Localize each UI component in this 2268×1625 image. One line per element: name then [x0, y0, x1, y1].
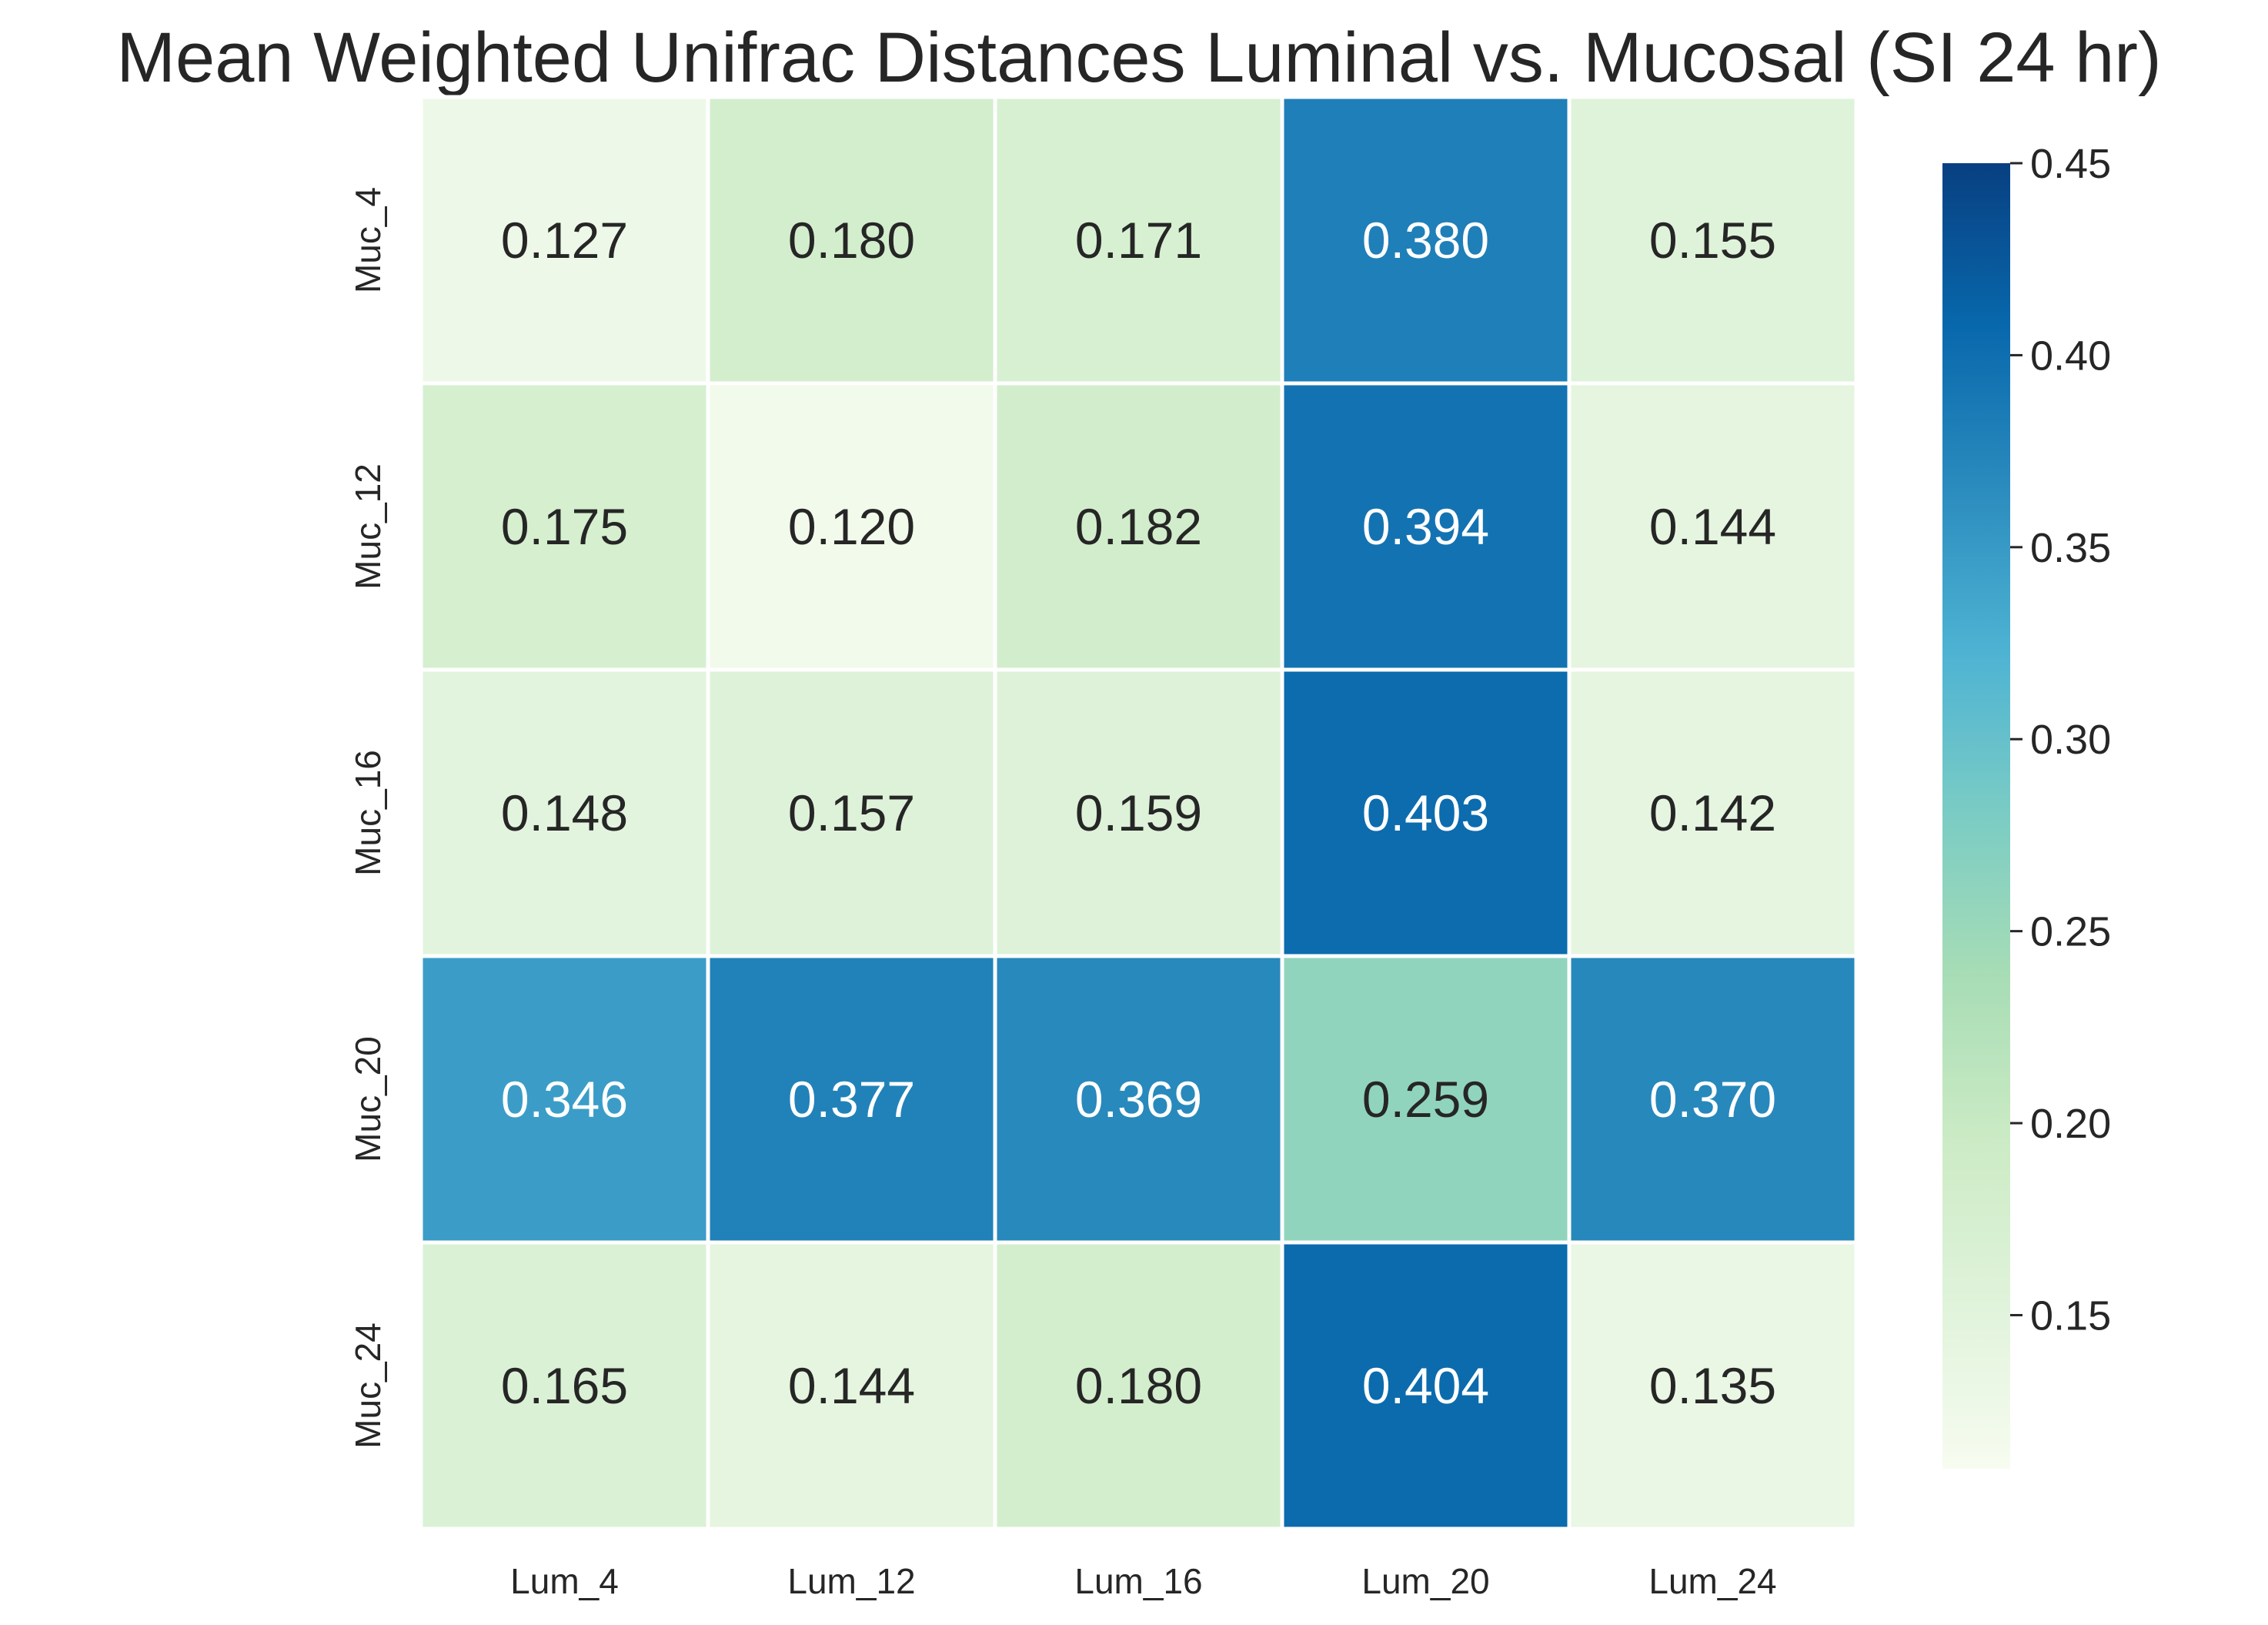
heatmap-cell-Muc_20-Lum_12: [706, 954, 997, 1245]
colorbar-gradient: [1942, 163, 2010, 1469]
cell-value-label: 0.369: [1075, 1071, 1202, 1128]
cell-value-label: 0.135: [1649, 1357, 1776, 1414]
colorbar-ticks: 0.15 0.20 0.25 0.30 0.35 0.40 0.45: [2010, 141, 2111, 1339]
heatmap-cell-Muc_20-Lum_20: [1280, 954, 1572, 1245]
heatmap-cell-Muc_12-Lum_4: [419, 381, 710, 672]
heatmap-cell-Muc_24-Lum_12: [706, 1240, 997, 1531]
heatmap-cell-Muc_4-Lum_4: [419, 95, 710, 386]
heatmap-cell-Muc_16-Lum_12: [706, 667, 997, 958]
cell-value-label: 0.175: [501, 498, 628, 555]
x-tick-label: Lum_4: [510, 1561, 619, 1601]
x-tick-label: Lum_24: [1648, 1561, 1776, 1601]
cell-value-label: 0.127: [501, 212, 628, 269]
heatmap-cell-Muc_4-Lum_20: [1280, 95, 1572, 386]
colorbar: 0.15 0.20 0.25 0.30 0.35 0.40 0.45: [1942, 141, 2111, 1469]
heatmap-cell-Muc_20-Lum_24: [1567, 954, 1859, 1245]
colorbar-tick-label: 0.40: [2030, 333, 2111, 379]
heatmap-cell-Muc_24-Lum_4: [419, 1240, 710, 1531]
cell-value-label: 0.180: [788, 212, 915, 269]
heatmap-cell-Muc_4-Lum_12: [706, 95, 997, 386]
cell-value-label: 0.180: [1075, 1357, 1202, 1414]
x-tick-label: Lum_20: [1361, 1561, 1489, 1601]
chart-title: Mean Weighted Unifrac Distances Luminal …: [116, 18, 2161, 97]
y-tick-label: Muc_16: [348, 750, 388, 876]
heatmap-cell-Muc_4-Lum_16: [993, 95, 1284, 386]
heatmap-cell-Muc_20-Lum_16: [993, 954, 1284, 1245]
cell-value-label: 0.142: [1649, 784, 1776, 841]
heatmap-cell-Muc_12-Lum_16: [993, 381, 1284, 672]
cell-value-label: 0.148: [501, 784, 628, 841]
heatmap-cell-Muc_16-Lum_20: [1280, 667, 1572, 958]
cell-value-label: 0.157: [788, 784, 915, 841]
y-tick-label: Muc_4: [348, 187, 388, 293]
heatmap-cell-Muc_4-Lum_24: [1567, 95, 1859, 386]
heatmap-cell-labels: 0.127 0.180 0.171 0.380 0.155 0.175 0.120 0.182…: [501, 212, 1776, 1414]
colorbar-tick-label: 0.30: [2030, 717, 2111, 763]
cell-value-label: 0.259: [1362, 1071, 1489, 1128]
cell-value-label: 0.370: [1649, 1071, 1776, 1128]
colorbar-tick-label: 0.45: [2030, 141, 2111, 187]
colorbar-tick-label: 0.35: [2030, 525, 2111, 571]
cell-value-label: 0.377: [788, 1071, 915, 1128]
heatmap-cell-Muc_20-Lum_4: [419, 954, 710, 1245]
x-axis-tick-labels: Lum_4 Lum_12 Lum_16 Lum_20 Lum_24: [510, 1561, 1776, 1601]
cell-value-label: 0.165: [501, 1357, 628, 1414]
cell-value-label: 0.182: [1075, 498, 1202, 555]
cell-value-label: 0.394: [1362, 498, 1489, 555]
colorbar-tick-label: 0.15: [2030, 1292, 2111, 1339]
cell-value-label: 0.404: [1362, 1357, 1489, 1414]
cell-value-label: 0.144: [788, 1357, 915, 1414]
cell-value-label: 0.155: [1649, 212, 1776, 269]
y-axis-tick-labels: Muc_4 Muc_12 Muc_16 Muc_20 Muc_24: [348, 187, 388, 1449]
colorbar-tick-label: 0.20: [2030, 1101, 2111, 1147]
heatmap-cell-Muc_12-Lum_24: [1567, 381, 1859, 672]
y-tick-label: Muc_20: [348, 1036, 388, 1162]
cell-value-label: 0.403: [1362, 784, 1489, 841]
cell-value-label: 0.346: [501, 1071, 628, 1128]
cell-value-label: 0.144: [1649, 498, 1776, 555]
cell-value-label: 0.380: [1362, 212, 1489, 269]
heatmap-cells: [419, 95, 1859, 1531]
cell-value-label: 0.171: [1075, 212, 1202, 269]
y-tick-label: Muc_24: [348, 1322, 388, 1449]
colorbar-tick-label: 0.25: [2030, 909, 2111, 955]
cell-value-label: 0.120: [788, 498, 915, 555]
cell-value-label: 0.159: [1075, 784, 1202, 841]
heatmap-cell-Muc_16-Lum_16: [993, 667, 1284, 958]
y-tick-label: Muc_12: [348, 463, 388, 590]
x-tick-label: Lum_16: [1074, 1561, 1202, 1601]
heatmap-cell-Muc_24-Lum_24: [1567, 1240, 1859, 1531]
heatmap-cell-Muc_24-Lum_16: [993, 1240, 1284, 1531]
heatmap-cell-Muc_16-Lum_24: [1567, 667, 1859, 958]
x-tick-label: Lum_12: [787, 1561, 915, 1601]
